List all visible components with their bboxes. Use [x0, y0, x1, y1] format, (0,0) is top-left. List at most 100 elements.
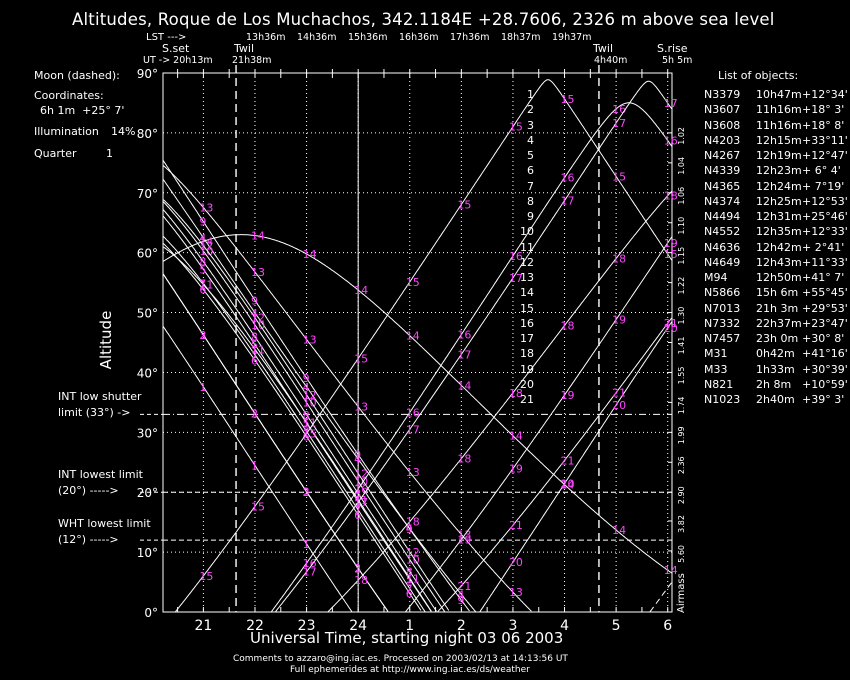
- object-dec: +12°34': [802, 88, 848, 101]
- chart-title: Altitudes, Roque de Los Muchachos, 342.1…: [72, 10, 775, 29]
- object-curve-label: 20: [612, 399, 626, 412]
- object-curve-label: 8: [354, 487, 361, 500]
- object-dec: + 2°41': [802, 240, 845, 254]
- object-number: 18: [520, 347, 534, 361]
- object-curve-label: 17: [664, 97, 678, 110]
- object-curve-label: 4: [199, 232, 206, 245]
- object-curve-label: 16: [457, 328, 471, 341]
- y-tick-label: 60°: [137, 247, 158, 261]
- object-curve-label: 2: [251, 408, 258, 421]
- lst-tick-label: 13h36m: [246, 32, 286, 43]
- object-curve-label: 18: [457, 453, 471, 466]
- object-ra: 10h47m: [756, 88, 802, 101]
- object-dec: +30° 8': [802, 332, 845, 345]
- object-curve-label: 6: [199, 284, 206, 297]
- object-curve-label: 9: [199, 216, 206, 229]
- object-curve-label: 6: [354, 509, 361, 522]
- x-axis-title: Universal Time, starting night 03 06 200…: [250, 629, 564, 647]
- object-name: N4552: [704, 225, 741, 239]
- quarter-label: Quarter: [34, 147, 77, 160]
- object-dec: +12°53': [802, 194, 848, 208]
- object-curve-label: 17: [612, 117, 626, 130]
- object-number: 3: [527, 118, 534, 132]
- lst-tick-label: 14h36m: [297, 32, 337, 43]
- twilight-evening-time: 21h38m: [232, 55, 272, 66]
- object-curve: [270, 102, 673, 613]
- object-curve-label: 8: [303, 409, 310, 422]
- object-curve: [405, 236, 673, 613]
- object-curve-label: 19: [561, 389, 575, 402]
- y-tick-label: 0°: [144, 606, 158, 620]
- object-curve-label: 5: [251, 339, 258, 352]
- airmass-tick-label: 1.10: [677, 217, 686, 235]
- sunset-label: S.set: [162, 42, 190, 55]
- y-tick-label: 90°: [137, 67, 158, 81]
- airmass-tick-label: 1.02: [677, 127, 686, 145]
- airmass-tick-label: 5.60: [677, 545, 686, 563]
- object-curve-label: 8: [251, 331, 258, 344]
- object-curve-label: 13: [199, 202, 213, 215]
- object-dec: +55°45': [802, 286, 848, 300]
- object-curve-label: 8: [406, 565, 413, 578]
- object-curve-label: 2: [199, 329, 206, 342]
- object-curve-label: 4: [303, 381, 310, 394]
- object-number: 17: [520, 332, 534, 345]
- object-name: N4203: [704, 133, 741, 147]
- object-dec: +23°47': [802, 316, 848, 330]
- object-curve-label: 11: [303, 417, 317, 430]
- object-number: 15: [520, 301, 534, 315]
- x-tick-label: 4: [560, 618, 569, 634]
- int-shutter-limit-value: limit (33°) ->: [58, 406, 131, 419]
- object-number: 5: [527, 149, 534, 162]
- object-dec: +11°33': [802, 255, 848, 269]
- object-curve-label: 9: [406, 523, 413, 536]
- airmass-tick-label: 1.41: [677, 337, 686, 355]
- x-tick-label: 3: [508, 618, 517, 634]
- object-number: 14: [520, 286, 534, 300]
- object-curve-label: 20: [561, 478, 575, 491]
- lst-tick-label: 16h36m: [399, 32, 439, 43]
- object-curve-label: 20: [664, 322, 678, 335]
- object-curve-label: 18: [561, 319, 575, 332]
- object-dec: +25°46': [802, 210, 848, 223]
- x-tick-label: 22: [246, 618, 264, 634]
- object-curve-label: 7: [354, 504, 361, 517]
- x-tick-label: 21: [194, 618, 212, 634]
- object-curve-label: 15: [251, 500, 265, 513]
- object-curve-label: 16: [612, 103, 626, 116]
- object-curve-label: 10: [251, 319, 265, 332]
- y-tick-label: 50°: [137, 307, 158, 321]
- wht-lowest-limit-value: (12°) ----->: [58, 533, 119, 546]
- object-ra: 23h 0m: [756, 332, 799, 345]
- sunrise-time: 5h 5m: [662, 55, 693, 66]
- object-curve-label: 18: [354, 574, 368, 587]
- object-curve-label: 17: [457, 348, 471, 361]
- object-number: 19: [520, 362, 534, 376]
- object-curve: [162, 159, 470, 612]
- object-number: 1: [527, 88, 534, 101]
- object-curve-label: 16: [664, 135, 678, 148]
- illumination-label: Illumination: [34, 125, 99, 138]
- object-curve-label: 15: [509, 121, 523, 134]
- quarter-value: 1: [106, 147, 113, 160]
- object-curve: [162, 198, 450, 611]
- object-curve-label: 9: [303, 372, 310, 385]
- footer-ephemerides: Full ephemerides at http://www.ing.iac.e…: [290, 665, 530, 675]
- y-tick-label: 20°: [137, 486, 158, 500]
- object-ra: 22h37m: [756, 316, 802, 330]
- twilight-evening-label: Twil: [234, 42, 255, 55]
- object-curve-label: 14: [406, 330, 420, 343]
- object-curve-label: 9: [457, 594, 464, 607]
- object-ra: 12h31m: [756, 210, 802, 223]
- object-number: 21: [520, 393, 534, 406]
- ut-start-label: UT -> 20h13m: [143, 55, 213, 66]
- object-curve-label: 15: [664, 248, 678, 261]
- object-dec: +30°39': [802, 362, 848, 376]
- x-tick-label: 5: [612, 618, 621, 634]
- lst-tick-label: 17h36m: [450, 32, 490, 43]
- object-ra: 12h23m: [756, 164, 802, 178]
- object-number: 4: [527, 133, 534, 147]
- object-name: N4649: [704, 255, 741, 269]
- object-number: 7: [527, 179, 534, 193]
